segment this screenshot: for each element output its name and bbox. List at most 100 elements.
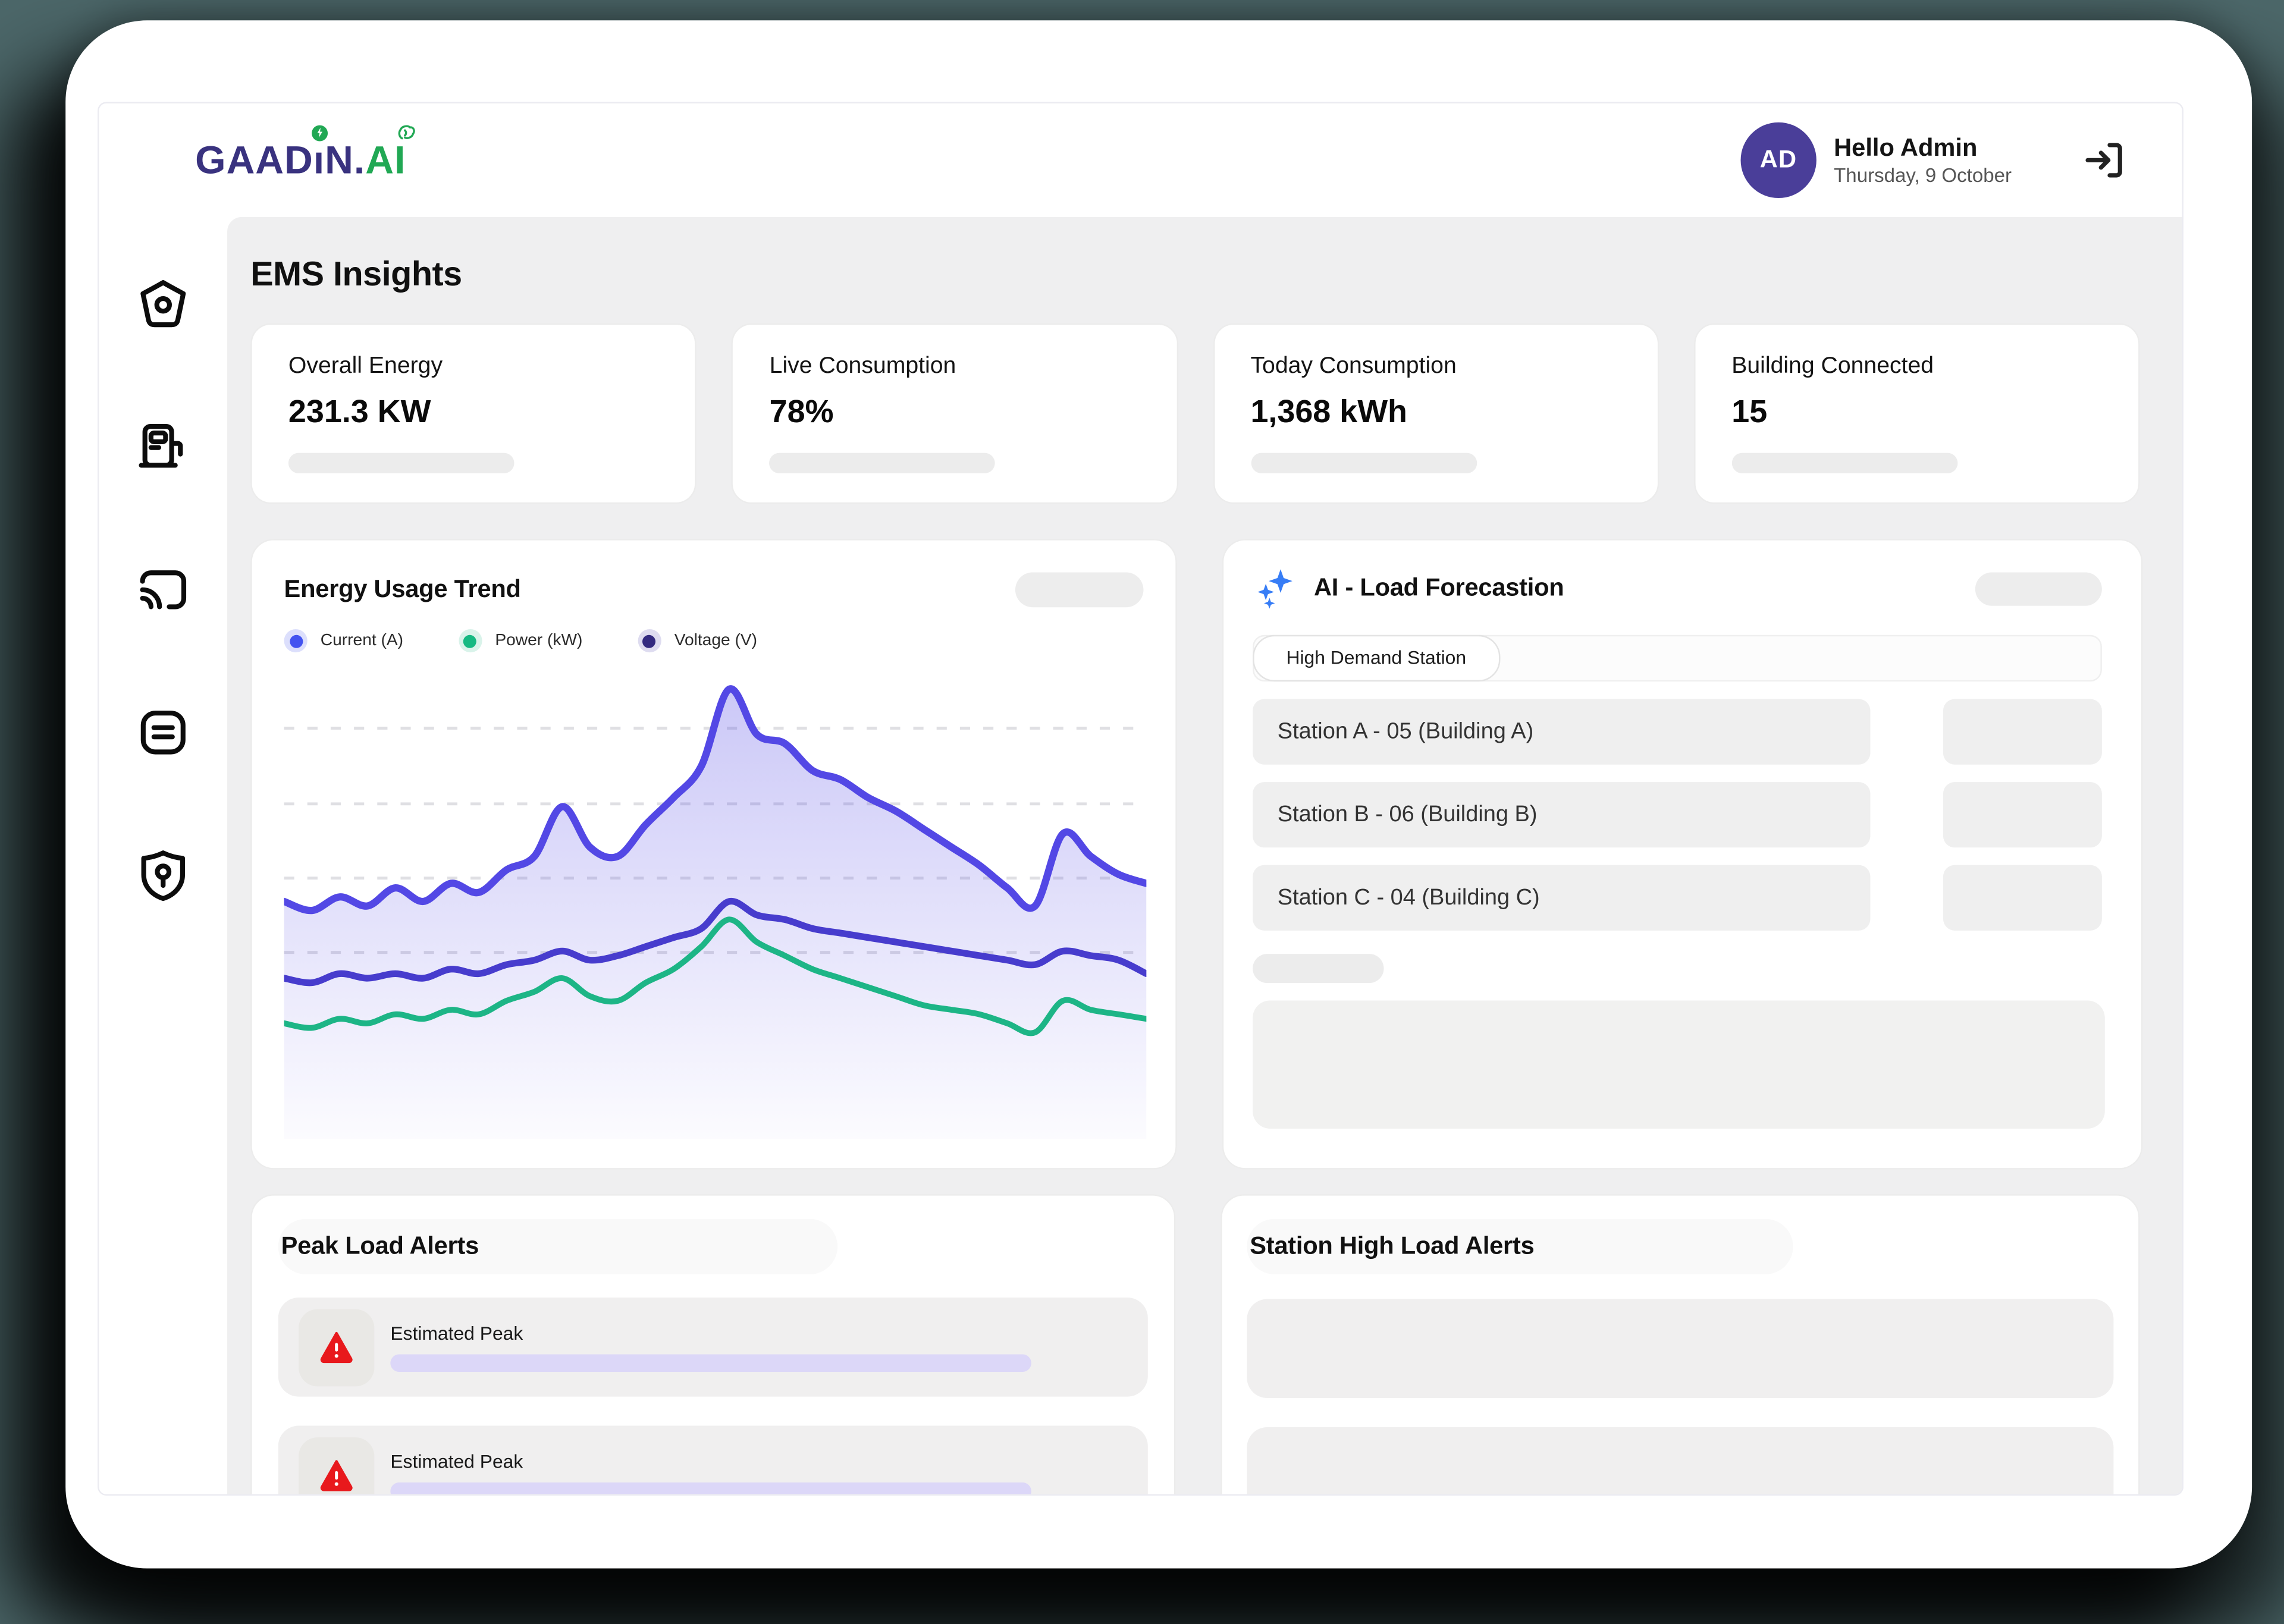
ev-charger-icon [134, 418, 192, 476]
logo-bolt-icon [312, 124, 328, 141]
peak-load-alerts-card: Peak Load Alerts [250, 1194, 1176, 1494]
stat-value: 1,368 kWh [1250, 393, 1407, 430]
legend-dot-2 [638, 629, 661, 653]
legend-dot-0 [284, 629, 308, 653]
sidebar [99, 216, 228, 1494]
alerts-row: Peak Load Alerts [250, 1194, 2140, 1494]
station-high-load-alerts-card: Station High Load Alerts [1221, 1194, 2140, 1494]
stat-label: Overall Energy [288, 354, 443, 379]
forecast-skeleton-pill [1975, 571, 2102, 605]
alert-progress-bar [390, 1482, 1031, 1494]
alert-row: Estimated Peak [278, 1425, 1148, 1494]
logo-text-n: N. [325, 137, 366, 181]
legend-item-current: Current (A) [284, 629, 404, 653]
stat-skeleton-pill [1250, 453, 1477, 473]
app-screen: GAADı N.AI AD Hello Admin Thursday, 9 Oct… [98, 102, 2184, 1496]
ai-load-forecast-card: AI - Load Forecastion High Demand Statio… [1222, 539, 2143, 1170]
station-row: Station C - 04 (Building C) [1253, 865, 2102, 931]
sidebar-item-security[interactable] [134, 846, 192, 904]
app-body: EMS Insights Overall Energy 231.3 KW Liv… [99, 216, 2182, 1494]
legend-dot-1 [459, 629, 482, 653]
warning-triangle-icon [318, 1456, 356, 1494]
alert-icon-box [299, 1308, 375, 1386]
app-header: GAADı N.AI AD Hello Admin Thursday, 9 Oct… [99, 103, 2182, 217]
forecast-block-skeleton [1253, 1000, 2105, 1129]
station-alert-skeleton-block [1247, 1299, 2114, 1399]
date-text: Thursday, 9 October [1834, 164, 2012, 186]
page-title: EMS Insights [250, 255, 462, 293]
stat-card-building-connected: Building Connected 15 [1693, 323, 2140, 504]
main-content: EMS Insights Overall Energy 231.3 KW Liv… [227, 216, 2182, 1494]
chart-title: Energy Usage Trend [284, 575, 521, 603]
stats-row: Overall Energy 231.3 KW Live Consumption… [250, 323, 2140, 504]
station-item-a[interactable]: Station A - 05 (Building A) [1253, 699, 1871, 765]
shield-security-icon [134, 846, 192, 904]
station-alert-skeleton-block [1247, 1427, 2114, 1494]
forecast-title: AI - Load Forecastion [1313, 573, 1564, 602]
alerts-title: Peak Load Alerts [281, 1232, 479, 1260]
station-side-skeleton [1943, 782, 2102, 848]
sidebar-item-cast[interactable] [134, 561, 192, 619]
chart-range-skeleton [1015, 572, 1144, 608]
energy-chart [280, 685, 1150, 1139]
ai-sparkle-icon [1253, 567, 1296, 610]
station-alerts-title: Station High Load Alerts [1250, 1232, 1535, 1260]
stat-skeleton-pill [769, 453, 996, 473]
alert-label: Estimated Peak [390, 1322, 523, 1345]
stat-skeleton-pill [288, 453, 514, 473]
station-item-c[interactable]: Station C - 04 (Building C) [1253, 865, 1871, 931]
legend-label: Power (kW) [495, 632, 583, 650]
sidebar-item-charging[interactable] [134, 418, 192, 476]
report-list-icon [134, 703, 192, 762]
alert-label: Estimated Peak [390, 1450, 523, 1472]
stat-skeleton-pill [1731, 453, 1958, 473]
alert-progress-bar [390, 1354, 1031, 1372]
logo-text-ai: AI [365, 137, 406, 181]
home-icon [134, 275, 192, 334]
stat-card-overall-energy: Overall Energy 231.3 KW [250, 323, 697, 504]
alert-icon-box [299, 1436, 375, 1494]
sidebar-item-home[interactable] [134, 275, 192, 334]
tablet-device: GAADı N.AI AD Hello Admin Thursday, 9 Oct… [65, 20, 2252, 1569]
greeting-text: Hello Admin [1834, 133, 1978, 161]
stat-label: Today Consumption [1250, 354, 1457, 379]
app-logo: GAADı N.AI [195, 124, 415, 183]
forecast-small-skeleton [1253, 954, 1384, 984]
user-meta: Hello Admin Thursday, 9 October [1834, 133, 2012, 187]
cast-icon [134, 561, 192, 619]
logo-text-gaad: GAAD [195, 137, 313, 181]
stat-value: 231.3 KW [288, 393, 431, 430]
station-side-skeleton [1943, 699, 2102, 765]
legend-label: Voltage (V) [674, 632, 758, 650]
alert-row: Estimated Peak [278, 1298, 1148, 1397]
stat-label: Building Connected [1731, 354, 1934, 379]
legend-item-power: Power (kW) [459, 629, 583, 653]
stat-value: 15 [1731, 393, 1768, 430]
logout-icon[interactable] [2082, 137, 2128, 183]
alerts-title-skeleton: Peak Load Alerts [278, 1218, 838, 1274]
station-item-b[interactable]: Station B - 06 (Building B) [1253, 782, 1871, 848]
logo-text-i: ı [313, 137, 325, 181]
stat-card-live-consumption: Live Consumption 78% [732, 323, 1178, 504]
warning-triangle-icon [318, 1328, 356, 1366]
charts-row: Energy Usage Trend Current (A) [250, 539, 2143, 1170]
legend-item-voltage: Voltage (V) [638, 629, 758, 653]
header-right: AD Hello Admin Thursday, 9 October [1740, 122, 2182, 199]
chart-legend: Current (A) Power (kW) Voltage (V) [284, 629, 1144, 653]
avatar[interactable]: AD [1740, 122, 1816, 199]
station-row: Station A - 05 (Building A) [1253, 699, 2102, 765]
logo-brain-icon [396, 123, 416, 140]
station-row: Station B - 06 (Building B) [1253, 782, 2102, 848]
tab-high-demand-station[interactable]: High Demand Station [1253, 634, 1500, 681]
forecast-tab-bar: High Demand Station [1253, 634, 2102, 682]
stat-value: 78% [769, 393, 834, 430]
legend-label: Current (A) [320, 632, 404, 650]
sidebar-item-reports[interactable] [134, 703, 192, 762]
station-side-skeleton [1943, 865, 2102, 931]
chart-box [280, 673, 1150, 1139]
stat-card-today-consumption: Today Consumption 1,368 kWh [1212, 323, 1659, 504]
stat-label: Live Consumption [769, 354, 956, 379]
station-alerts-title-skeleton: Station High Load Alerts [1247, 1218, 1793, 1274]
energy-usage-trend-card: Energy Usage Trend Current (A) [250, 539, 1177, 1170]
